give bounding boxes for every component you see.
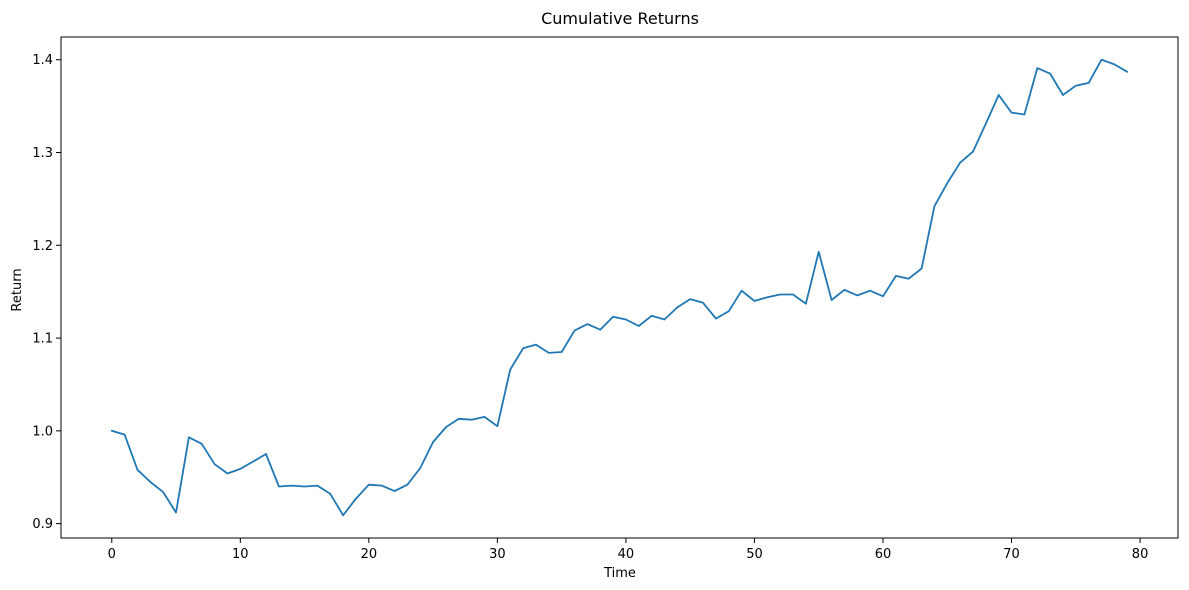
x-tick-label-0: 0 <box>108 547 116 562</box>
series-line-0 <box>110 58 1129 517</box>
y-tick-label-1.1: 1.1 <box>32 332 53 347</box>
y-tick-label-1.3: 1.3 <box>32 146 53 161</box>
y-tick-label-1.4: 1.4 <box>32 53 53 68</box>
x-tick-label-40: 40 <box>618 547 635 562</box>
plot-area: 0 10 20 30 40 50 60 70 80 0.9 1.0 1.1 1.2 1.3 1.4 <box>32 36 1179 562</box>
y-tick-label-0.9: 0.9 <box>32 517 53 532</box>
x-tick-label-20: 20 <box>361 547 378 562</box>
x-tick-label-80: 80 <box>1132 547 1149 562</box>
plot-frame <box>60 36 1179 539</box>
y-tick-label-1.2: 1.2 <box>32 239 53 254</box>
x-tick-label-60: 60 <box>875 547 892 562</box>
x-tick-label-50: 50 <box>746 547 763 562</box>
chart-title: Cumulative Returns <box>541 9 699 28</box>
x-tick-label-70: 70 <box>1003 547 1020 562</box>
x-tick-label-10: 10 <box>232 547 249 562</box>
x-axis-label: Time <box>603 566 636 581</box>
y-axis-label: Return <box>10 268 25 311</box>
y-tick-label-1.0: 1.0 <box>32 424 53 439</box>
x-tick-label-30: 30 <box>489 547 506 562</box>
